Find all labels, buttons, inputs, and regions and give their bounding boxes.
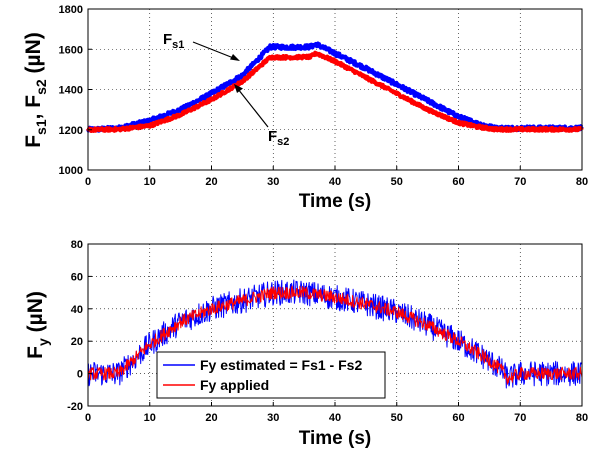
annotation-fs2-main: F xyxy=(268,128,277,145)
bottom-y-axis-title-main: F xyxy=(24,346,47,359)
bottom-series xyxy=(87,279,583,389)
bot-y-tick-label: 60 xyxy=(71,271,83,283)
top-y-axis-title-main: F xyxy=(22,135,45,148)
top-x-tick-label: 50 xyxy=(391,176,403,188)
bot-y-tick-label: 20 xyxy=(71,336,83,348)
bot-x-tick-label: 10 xyxy=(144,412,156,424)
top-y-axis-title-sub2: s2 xyxy=(33,79,49,95)
bottom-x-axis-title: Time (s) xyxy=(299,428,372,449)
bot-x-tick-label: 60 xyxy=(452,412,464,424)
top-y-axis-title: Fs1, Fs2 (µN) xyxy=(22,32,49,148)
top-x-tick-label: 60 xyxy=(452,176,464,188)
bot-series-line-2 xyxy=(87,285,583,385)
top-panel: 0 10 20 30 40 50 60 70 80 1000 1200 1400 1600 1800 T… xyxy=(22,4,588,212)
bottom-y-axis-title: Fy (µN) xyxy=(24,291,51,359)
top-x-tick-label: 20 xyxy=(205,176,217,188)
legend: Fy estimated = Fs1 - Fs2 Fy applied xyxy=(156,351,386,399)
bot-series-line-1 xyxy=(87,279,583,389)
bottom-grid xyxy=(88,244,582,406)
bot-y-tick-label: 40 xyxy=(71,304,83,316)
top-x-tick-label: 40 xyxy=(329,176,341,188)
top-grid xyxy=(88,9,582,170)
annotation-fs1-sub: s1 xyxy=(172,39,184,51)
annotation-fs1-label: Fs1 xyxy=(163,31,184,51)
top-series-line-2 xyxy=(86,50,584,133)
top-x-ticks: 0 10 20 30 40 50 60 70 80 xyxy=(85,166,588,188)
annotation-fs2-sub: s2 xyxy=(277,136,289,148)
top-x-tick-label: 0 xyxy=(85,176,91,188)
top-x-tick-label: 10 xyxy=(144,176,156,188)
bot-y-tick-label: 0 xyxy=(77,369,83,381)
top-y-axis-title-sub1: s1 xyxy=(33,119,49,135)
bottom-y-axis-title-sub: y xyxy=(35,338,51,346)
bot-x-tick-label: 30 xyxy=(267,412,279,424)
bot-x-tick-label: 20 xyxy=(205,412,217,424)
top-y-tick-label: 1800 xyxy=(59,4,83,16)
bot-x-tick-label: 80 xyxy=(576,412,588,424)
top-y-tick-label: 1000 xyxy=(59,165,83,177)
annotation-fs1-arrow-line xyxy=(192,41,237,60)
bottom-x-ticks: 0 10 20 30 40 50 60 70 80 xyxy=(85,402,588,424)
top-x-axis-title: Time (s) xyxy=(299,191,372,212)
top-series xyxy=(86,41,584,133)
bot-x-tick-label: 40 xyxy=(329,412,341,424)
legend-label-fy-applied: Fy applied xyxy=(200,377,269,393)
bot-x-tick-label: 0 xyxy=(85,412,91,424)
annotation-fs2-arrow-line xyxy=(237,88,269,128)
legend-label-fy-estimated: Fy estimated = Fs1 - Fs2 xyxy=(200,357,362,373)
top-x-tick-label: 80 xyxy=(576,176,588,188)
top-y-ticks: 1000 1200 1400 1600 1800 xyxy=(59,4,92,177)
annotation-fs2: Fs2 xyxy=(234,84,289,148)
annotation-fs1-arrow-head xyxy=(230,54,240,61)
top-y-tick-label: 1400 xyxy=(59,85,83,97)
top-y-axis-title-sep: , F xyxy=(22,95,45,120)
annotation-fs1: Fs1 xyxy=(163,31,240,61)
top-y-axis-title-unit: (µN) xyxy=(22,32,45,79)
legend-box xyxy=(156,351,386,399)
bot-y-tick-label: 80 xyxy=(71,239,83,251)
annotation-fs2-label: Fs2 xyxy=(268,128,289,148)
bot-x-tick-label: 50 xyxy=(391,412,403,424)
top-x-tick-label: 70 xyxy=(514,176,526,188)
top-x-tick-label: 30 xyxy=(267,176,279,188)
bottom-y-ticks: -20 0 20 40 60 80 xyxy=(67,239,92,413)
bottom-y-axis-title-unit: (µN) xyxy=(24,291,47,338)
annotation-fs2-arrow-head xyxy=(234,84,243,93)
top-y-tick-label: 1200 xyxy=(59,125,83,137)
annotation-fs1-main: F xyxy=(163,31,172,48)
bot-y-tick-label: -20 xyxy=(67,401,83,413)
bot-x-tick-label: 70 xyxy=(514,412,526,424)
top-y-tick-label: 1600 xyxy=(59,44,83,56)
